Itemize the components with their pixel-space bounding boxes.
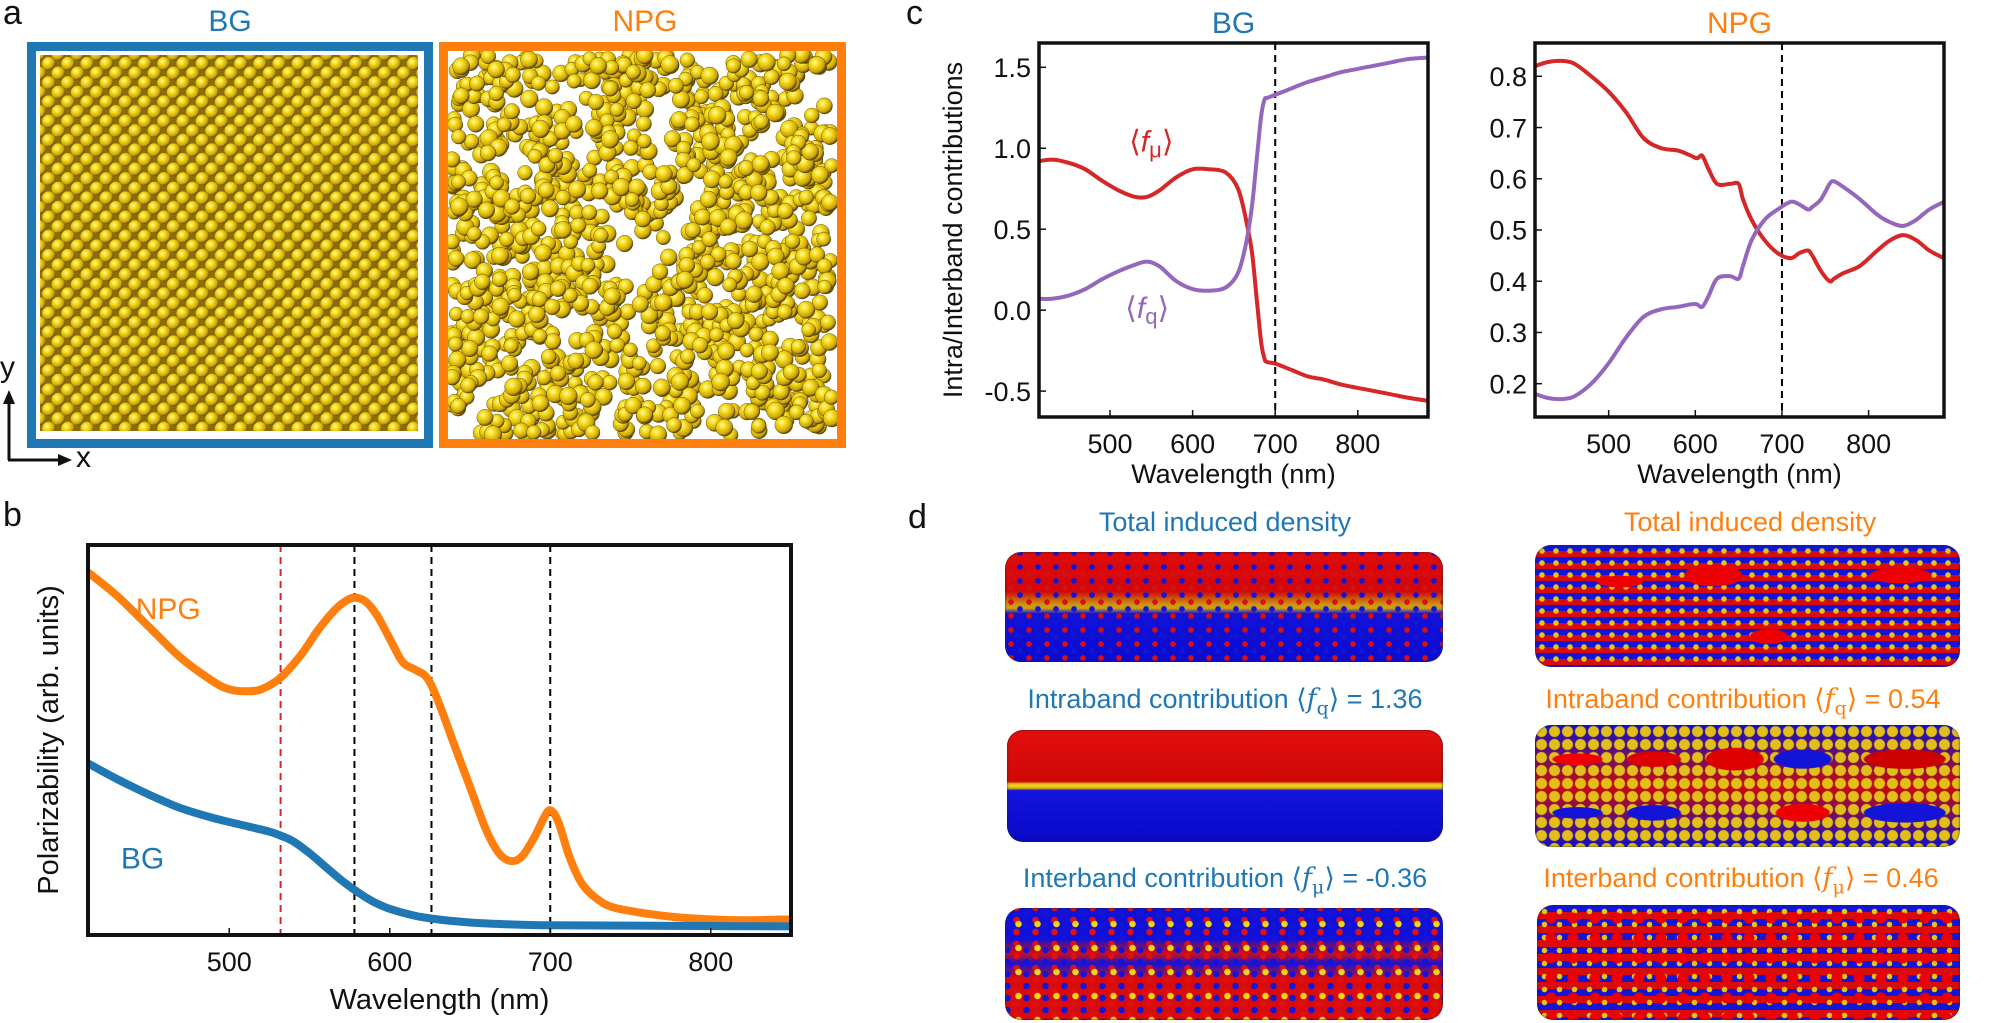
x-tick-label: 700 — [528, 947, 573, 977]
panel-b-letter: b — [3, 496, 22, 534]
npg-interband-prefix: Interband contribution ⟨ — [1543, 863, 1823, 893]
polarizability-chart: 500 600 700 800 Wavelength (nm) Polarizabilit… — [33, 543, 793, 1016]
npg-atoms — [448, 51, 837, 439]
bg-intraband-sub: q — [1316, 697, 1329, 720]
x-arrow-head-icon — [58, 454, 72, 466]
chart-title: NPG — [1707, 7, 1772, 40]
bg-contribution-chart: 500 600 700 800 -0.5 0.0 0.5 1.0 1.5 Wavelength (… — [938, 7, 1430, 489]
y-tick-label: 0.6 — [1489, 164, 1527, 194]
chart-b: 500 600 700 800 Wavelength (nm) Polarizabilit… — [33, 543, 793, 1016]
bg-intraband-symbol: f — [1306, 684, 1317, 715]
bg-structure-box — [27, 42, 433, 448]
y-tick-label: 1.5 — [993, 53, 1031, 83]
series-label-f-q: ⟨fq⟩ — [1125, 292, 1169, 329]
bg-intraband-label: Intraband contribution ⟨fq⟩ = 1.36 — [965, 686, 1485, 719]
x-axis-label: x — [76, 441, 91, 474]
bg-total-density-label: Total induced density — [1098, 507, 1352, 537]
x-tick-label: 500 — [207, 947, 252, 977]
x-tick-label: 800 — [1846, 429, 1891, 459]
npg-structure-box — [439, 42, 846, 448]
npg-intraband-prefix: Intraband contribution ⟨ — [1545, 684, 1825, 714]
bg-interband-prefix: Interband contribution ⟨ — [1022, 863, 1303, 893]
npg-intraband-symbol: f — [1824, 684, 1835, 715]
series-line-1 — [1038, 55, 1429, 302]
y-tick-label: 0.0 — [993, 296, 1031, 326]
series-label-bg: BG — [121, 843, 164, 876]
npg-total-density-image — [1535, 545, 1960, 667]
npg-interband-density-image — [1537, 905, 1960, 1020]
x-tick-label: 600 — [367, 947, 412, 977]
npg-interband-sub: μ — [1832, 876, 1845, 899]
panel-c-letter: c — [906, 0, 923, 32]
npg-interband-label: Interband contribution ⟨fμ⟩ = 0.46 — [1484, 865, 1998, 898]
npg-intraband-suffix: ⟩ = 0.54 — [1846, 684, 1941, 714]
y-tick-label: -0.5 — [984, 377, 1031, 407]
npg-intraband-label: Intraband contribution ⟨fq⟩ = 0.54 — [1488, 686, 1998, 719]
y-tick-label: 0.2 — [1489, 369, 1527, 399]
panel-a-bg-title: BG — [208, 5, 252, 38]
chart-title: BG — [1212, 7, 1255, 40]
series-line-0 — [1534, 58, 1945, 284]
npg-contribution-chart: 500 600 700 800 0.2 0.3 0.4 0.5 0.6 0.7 0.8 Wavelen… — [1489, 7, 1946, 489]
panel-a-letter: a — [3, 0, 22, 32]
chart-c-bg: 500 600 700 800 -0.5 0.0 0.5 1.0 1.5 Wavelength (… — [938, 7, 1430, 489]
y-tick-label: 0.8 — [1489, 62, 1527, 92]
npg-interband-suffix: ⟩ = 0.46 — [1844, 863, 1939, 893]
plot-frame — [1037, 41, 1430, 419]
y-axis-label: Intra/Interband contributions — [938, 62, 968, 398]
panel-a-npg-title: NPG — [612, 5, 678, 38]
x-tick-label: 600 — [1673, 429, 1718, 459]
bg-interband-density-image — [1005, 908, 1443, 1020]
bg-intraband-prefix: Intraband contribution ⟨ — [1027, 684, 1307, 714]
y-axis-label: Polarizability (arb. units) — [33, 585, 65, 894]
y-tick-label: 0.5 — [1489, 216, 1527, 246]
series-line-1 — [1534, 179, 1945, 402]
xy-axes-indicator — [3, 390, 72, 466]
bg-interband-symbol: f — [1302, 863, 1313, 894]
series-label-npg: NPG — [136, 593, 201, 626]
x-tick-label: 500 — [1087, 429, 1132, 459]
y-tick-label: 0.4 — [1489, 267, 1527, 297]
x-tick-label: 800 — [688, 947, 733, 977]
x-tick-label: 500 — [1586, 429, 1631, 459]
chart-c-npg: 500 600 700 800 0.2 0.3 0.4 0.5 0.6 0.7 0.8 Wavelen… — [1489, 7, 1946, 489]
y-tick-label: 0.5 — [993, 215, 1031, 245]
x-axis-label: Wavelength (nm) — [330, 984, 550, 1016]
bg-intraband-density-image — [1007, 730, 1443, 842]
npg-porous-image — [448, 51, 837, 439]
y-tick-label: 1.0 — [993, 134, 1031, 164]
y-axis-label: y — [0, 351, 15, 384]
x-axis-label: Wavelength (nm) — [1637, 459, 1842, 489]
bg-interband-label: Interband contribution ⟨fμ⟩ = -0.36 — [960, 865, 1490, 898]
y-arrow-head-icon — [3, 390, 15, 404]
x-tick-label: 700 — [1759, 429, 1804, 459]
y-tick-label: 0.7 — [1489, 113, 1527, 143]
x-axis-label: Wavelength (nm) — [1131, 459, 1336, 489]
npg-interband-symbol: f — [1822, 863, 1833, 894]
bg-total-density-image — [1005, 552, 1443, 662]
series-label-f-mu: ⟨fμ⟩ — [1129, 125, 1173, 162]
y-tick-label: 0.3 — [1489, 318, 1527, 348]
bg-intraband-suffix: ⟩ = 1.36 — [1328, 684, 1423, 714]
bg-interband-suffix: ⟩ = -0.36 — [1324, 863, 1428, 893]
panel-d-letter: d — [908, 498, 927, 536]
plot-frame — [1533, 41, 1946, 419]
x-tick-label: 700 — [1253, 429, 1298, 459]
plot-frame — [86, 543, 793, 937]
series-line-0 — [85, 569, 792, 925]
series-line-1 — [86, 759, 792, 931]
npg-total-density-label: Total induced density — [1623, 507, 1877, 537]
x-tick-label: 800 — [1335, 429, 1380, 459]
bg-interband-sub: μ — [1312, 876, 1325, 899]
npg-intraband-density-image — [1535, 725, 1960, 847]
npg-intraband-sub: q — [1834, 697, 1847, 720]
bg-lattice-image — [40, 55, 418, 431]
x-tick-label: 600 — [1170, 429, 1215, 459]
